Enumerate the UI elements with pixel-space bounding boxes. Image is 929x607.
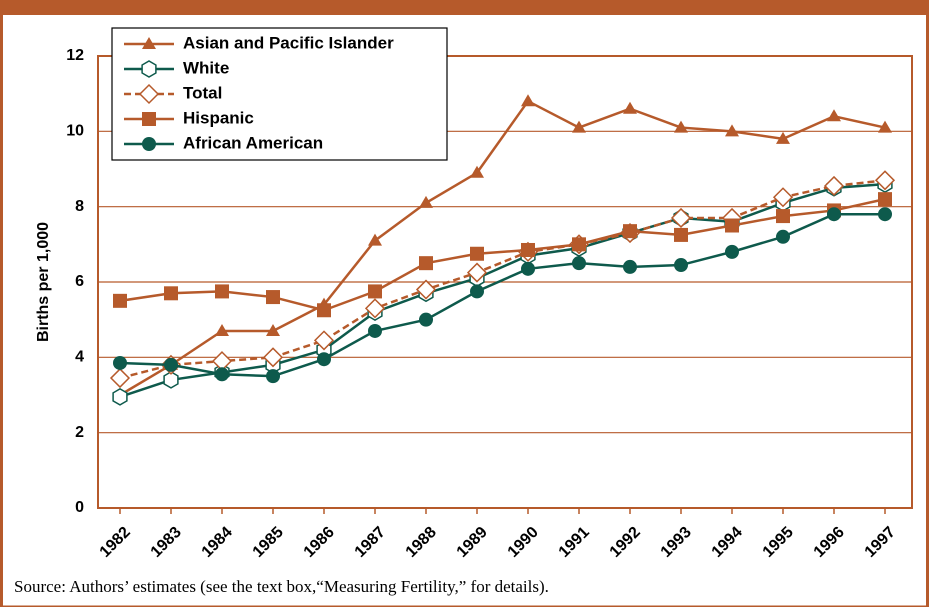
marker xyxy=(670,207,692,229)
marker xyxy=(368,233,382,246)
x-tick-label: 1985 xyxy=(250,524,287,561)
x-tick-label: 1993 xyxy=(658,524,695,561)
series-line xyxy=(119,197,886,312)
x-tick-label: 1997 xyxy=(862,524,899,561)
marker xyxy=(878,192,892,207)
legend-label: Total xyxy=(183,83,222,102)
marker xyxy=(266,369,280,384)
marker xyxy=(163,371,179,389)
x-tick-label: 1988 xyxy=(403,524,440,561)
marker xyxy=(368,284,382,299)
marker xyxy=(674,258,688,273)
marker xyxy=(725,218,739,233)
x-tick-label: 1995 xyxy=(760,524,797,561)
marker xyxy=(674,227,688,242)
marker xyxy=(521,94,535,107)
marker xyxy=(725,244,739,259)
marker xyxy=(313,330,335,351)
marker xyxy=(419,195,433,208)
marker xyxy=(521,242,535,257)
marker xyxy=(113,355,127,370)
marker xyxy=(878,207,892,222)
marker xyxy=(317,303,331,318)
marker xyxy=(364,298,386,319)
marker xyxy=(470,284,484,299)
marker xyxy=(368,323,382,338)
series-line xyxy=(119,99,886,397)
marker xyxy=(266,290,280,305)
marker xyxy=(827,109,841,122)
legend-label: African American xyxy=(183,133,323,152)
y-tick-label: 2 xyxy=(75,424,84,441)
series-line xyxy=(119,212,885,378)
marker xyxy=(215,323,229,336)
marker xyxy=(164,357,178,372)
marker xyxy=(470,165,484,178)
marker xyxy=(572,256,586,271)
x-tick-label: 1986 xyxy=(301,524,338,561)
marker xyxy=(521,261,535,276)
y-axis-label: Births per 1,000 xyxy=(35,222,52,342)
marker xyxy=(674,120,688,133)
marker xyxy=(772,187,794,208)
marker xyxy=(142,112,156,126)
y-tick-label: 12 xyxy=(66,47,84,64)
marker xyxy=(419,256,433,271)
x-tick-label: 1994 xyxy=(709,524,746,561)
marker xyxy=(823,175,845,197)
marker xyxy=(262,347,284,368)
legend-label: White xyxy=(183,58,229,77)
marker xyxy=(317,352,331,367)
marker xyxy=(776,229,790,244)
marker xyxy=(776,209,790,224)
marker xyxy=(470,246,484,261)
x-tick-label: 1996 xyxy=(811,524,848,561)
x-tick-label: 1989 xyxy=(454,524,491,561)
marker xyxy=(725,124,739,137)
marker xyxy=(164,286,178,301)
x-tick-label: 1992 xyxy=(607,524,644,561)
marker xyxy=(419,312,433,327)
marker xyxy=(266,323,280,336)
header-bar xyxy=(0,0,929,15)
y-tick-label: 4 xyxy=(75,349,84,366)
marker xyxy=(776,131,790,144)
y-tick-label: 6 xyxy=(75,273,84,290)
legend-label: Hispanic xyxy=(183,108,254,127)
marker xyxy=(878,120,892,133)
marker xyxy=(827,207,841,222)
x-tick-label: 1984 xyxy=(199,524,236,561)
marker xyxy=(623,224,637,239)
marker xyxy=(109,367,131,389)
legend-label: Asian and Pacific Islander xyxy=(183,33,394,52)
marker xyxy=(141,60,157,78)
marker xyxy=(142,37,156,49)
marker xyxy=(113,293,127,308)
marker xyxy=(415,279,437,300)
x-tick-label: 1983 xyxy=(148,524,185,561)
x-tick-label: 1987 xyxy=(352,524,389,561)
marker xyxy=(572,120,586,133)
marker xyxy=(623,259,637,274)
marker xyxy=(142,137,156,151)
x-tick-label: 1990 xyxy=(505,524,542,561)
y-tick-label: 8 xyxy=(75,198,84,215)
marker xyxy=(112,388,128,406)
series-line xyxy=(119,182,886,399)
marker xyxy=(138,83,160,105)
marker xyxy=(874,170,896,191)
marker xyxy=(215,367,229,382)
marker xyxy=(623,101,637,114)
x-tick-label: 1982 xyxy=(97,524,134,561)
y-tick-label: 0 xyxy=(75,499,84,516)
marker xyxy=(572,237,586,252)
x-tick-label: 1991 xyxy=(556,524,593,561)
marker xyxy=(466,262,488,283)
marker xyxy=(215,284,229,299)
legend-box xyxy=(111,27,448,161)
source-note: Source: Authors’ estimates (see the text… xyxy=(14,577,549,596)
y-tick-label: 10 xyxy=(66,123,84,140)
